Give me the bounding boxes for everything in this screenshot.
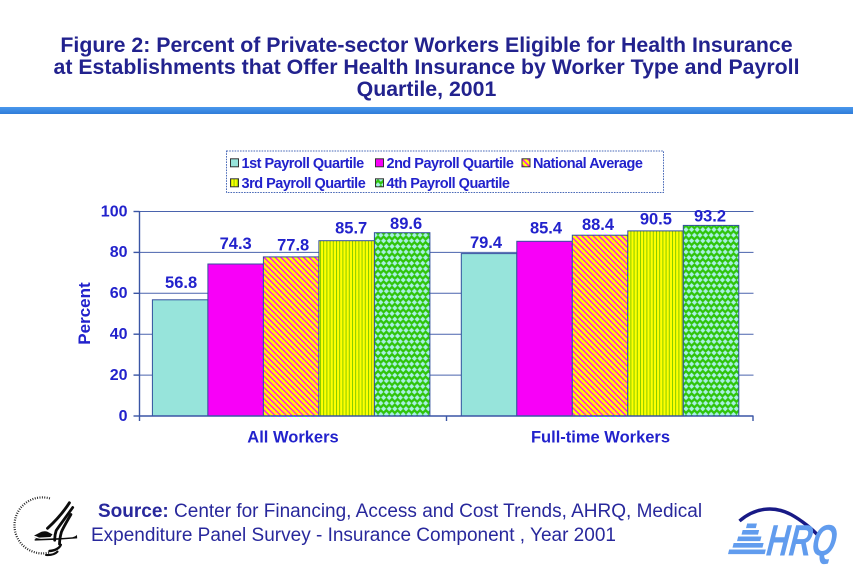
svg-text:All Workers: All Workers <box>247 429 338 447</box>
svg-text:89.6: 89.6 <box>390 215 422 233</box>
svg-text:90.5: 90.5 <box>640 211 672 229</box>
svg-text:88.4: 88.4 <box>582 216 615 234</box>
svg-text:40: 40 <box>110 326 128 343</box>
svg-text:Percent: Percent <box>75 282 94 345</box>
svg-text:2nd Payroll Quartile: 2nd Payroll Quartile <box>387 156 514 172</box>
svg-text:79.4: 79.4 <box>470 234 503 252</box>
svg-text:1st Payroll Quartile: 1st Payroll Quartile <box>242 156 365 172</box>
svg-text:Full-time Workers: Full-time Workers <box>531 429 670 447</box>
svg-text:0: 0 <box>119 408 128 425</box>
svg-text:20: 20 <box>110 367 128 384</box>
svg-text:HRQ: HRQ <box>761 517 843 566</box>
svg-text:74.3: 74.3 <box>220 235 252 253</box>
svg-text:85.7: 85.7 <box>335 220 367 238</box>
svg-text:56.8: 56.8 <box>165 274 197 292</box>
svg-text:100: 100 <box>101 203 128 220</box>
svg-text:80: 80 <box>110 244 128 261</box>
svg-text:3rd Payroll Quartile: 3rd Payroll Quartile <box>242 176 366 192</box>
svg-text:85.4: 85.4 <box>530 220 563 238</box>
svg-text:4th Payroll Quartile: 4th Payroll Quartile <box>387 176 510 192</box>
svg-text:77.8: 77.8 <box>277 237 309 255</box>
svg-text:National Average: National Average <box>533 156 643 172</box>
svg-text:93.2: 93.2 <box>694 208 726 226</box>
svg-text:60: 60 <box>110 285 128 302</box>
